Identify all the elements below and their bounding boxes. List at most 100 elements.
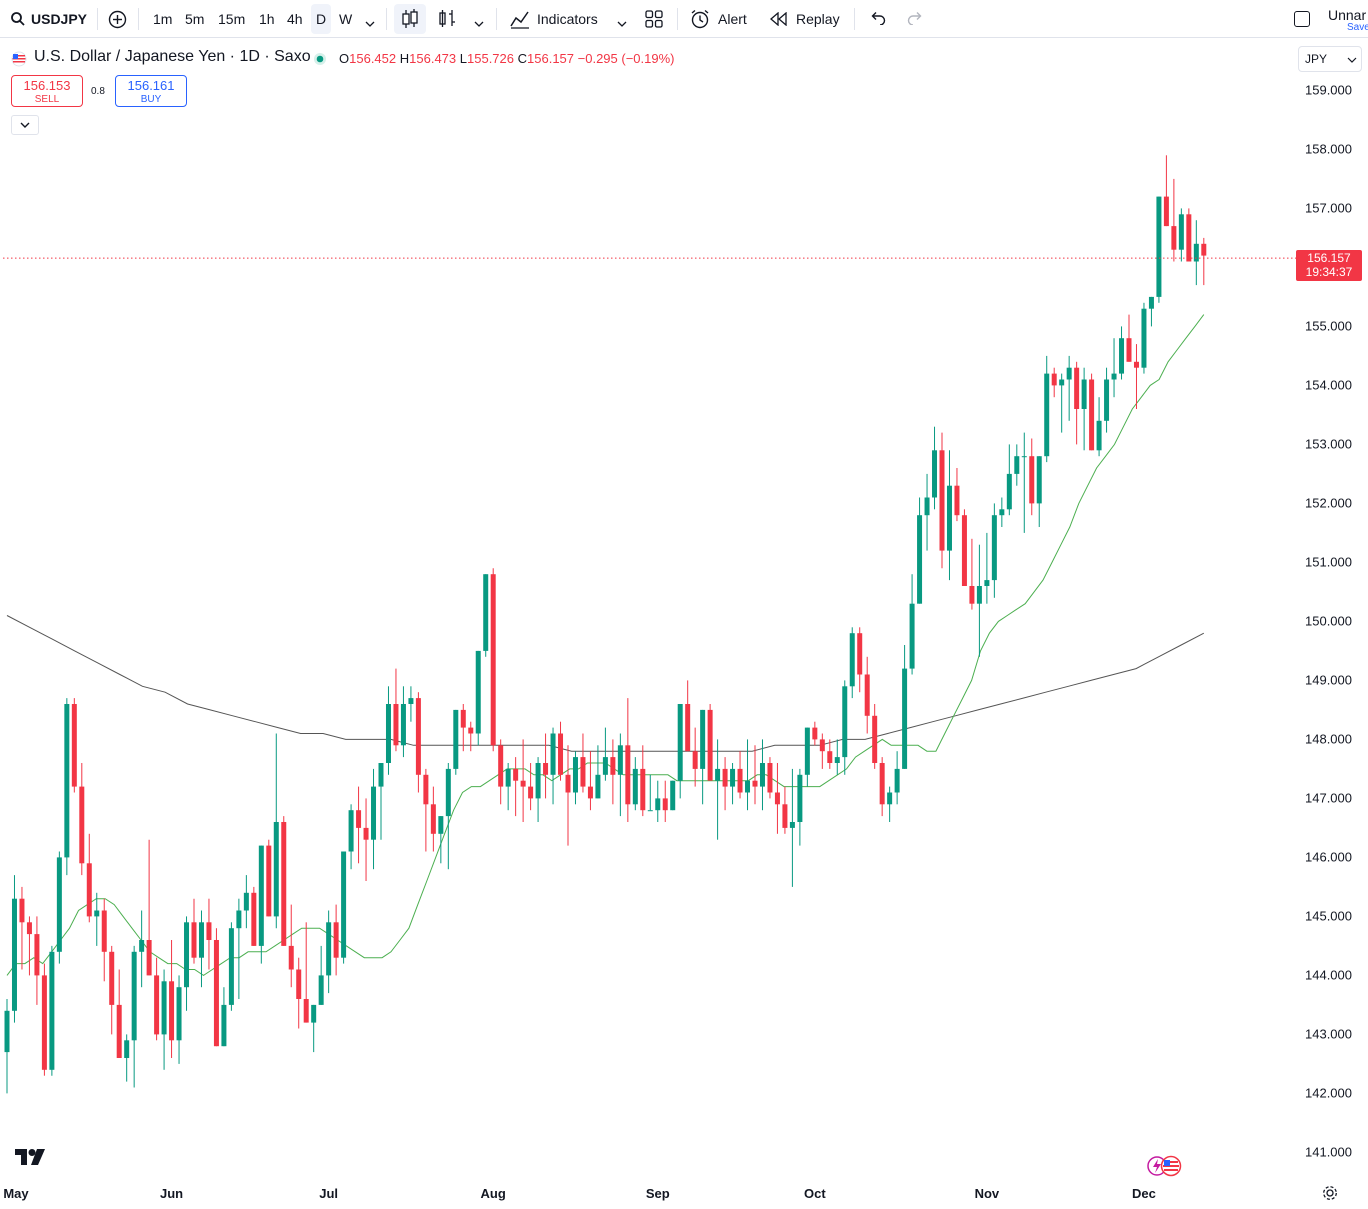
chevron-down-icon[interactable]	[474, 15, 484, 33]
symbol-search-button[interactable]: USDJPY	[31, 11, 88, 27]
candle-body	[1081, 379, 1087, 409]
candle-body	[849, 633, 855, 687]
candle	[498, 739, 504, 805]
replay-button[interactable]: Replay	[796, 11, 840, 27]
candle	[94, 892, 100, 946]
candle-body	[812, 727, 818, 740]
indicators-button[interactable]: Indicators	[537, 11, 598, 27]
ohlc-values: O156.452 H156.473 L155.726 C156.157 −0.2…	[339, 51, 675, 66]
candle	[789, 768, 795, 887]
candle	[49, 945, 55, 1076]
candle-body	[879, 763, 885, 805]
candle-body	[1059, 379, 1065, 386]
candle-body	[221, 1004, 227, 1047]
candle-body	[423, 774, 429, 805]
bar-chart-type-icon[interactable]	[437, 8, 459, 35]
candle-body	[1119, 338, 1125, 374]
candle-body	[1193, 243, 1199, 262]
timeframe-1m[interactable]: 1m	[153, 11, 173, 27]
replay-icon[interactable]	[770, 11, 788, 31]
settings-gear-icon[interactable]	[1322, 1185, 1338, 1206]
candle	[879, 757, 885, 817]
candle-body	[1066, 367, 1072, 380]
candle-body	[572, 757, 578, 793]
candle	[1156, 196, 1162, 303]
timeframe-15m[interactable]: 15m	[218, 11, 246, 27]
economic-events-icon[interactable]	[1146, 1155, 1192, 1184]
candle	[176, 975, 182, 1064]
candle-body	[1133, 361, 1139, 368]
candle-body	[782, 804, 788, 828]
layout-name[interactable]: Unnar	[1328, 7, 1367, 23]
chevron-down-icon[interactable]	[365, 15, 375, 33]
candle-body	[453, 709, 459, 769]
alert-button[interactable]: Alert	[718, 11, 747, 27]
candle-body	[961, 515, 967, 586]
sell-button[interactable]: 156.153 SELL	[11, 75, 83, 107]
indicators-icon[interactable]	[509, 9, 531, 34]
candle	[184, 916, 190, 1011]
candle-body	[303, 999, 309, 1023]
timeframe-1d[interactable]: D	[311, 4, 332, 34]
y-tick-label: 144.000	[1305, 967, 1352, 982]
add-symbol-icon[interactable]	[108, 10, 127, 34]
candle-body	[887, 792, 893, 805]
candle-body	[1104, 379, 1110, 421]
candle	[423, 768, 429, 852]
candle	[430, 786, 436, 852]
candle-body	[430, 804, 436, 834]
candle-body	[565, 774, 571, 793]
candle-body	[1141, 308, 1147, 368]
low-value: 155.726	[467, 51, 514, 66]
candle	[288, 904, 294, 988]
timeframe-1h[interactable]: 1h	[259, 11, 275, 27]
candle-body	[34, 934, 40, 976]
candle-body	[595, 774, 601, 799]
layouts-grid-icon[interactable]	[645, 10, 663, 33]
candle	[1014, 444, 1020, 486]
candle-body	[752, 780, 758, 787]
candle-body	[902, 668, 908, 769]
symbol-title[interactable]: U.S. Dollar / Japanese Yen · 1D · Saxo	[34, 48, 311, 65]
candle-body	[288, 945, 294, 970]
candle-body	[670, 780, 676, 811]
candle-body	[213, 940, 219, 1047]
candle	[311, 1004, 317, 1053]
redo-icon[interactable]	[906, 11, 924, 30]
candle-body	[1111, 373, 1117, 380]
candle-body	[460, 709, 466, 728]
tradingview-logo-icon[interactable]	[15, 1149, 47, 1172]
undo-icon[interactable]	[869, 11, 887, 30]
timeframe-1w[interactable]: W	[339, 11, 353, 27]
candle-body	[999, 509, 1005, 516]
search-icon[interactable]	[10, 11, 26, 32]
y-tick-label: 142.000	[1305, 1085, 1352, 1100]
divider	[138, 8, 139, 30]
candle-body	[348, 810, 354, 852]
y-tick-label: 155.000	[1305, 318, 1352, 333]
fullscreen-checkbox-icon[interactable]	[1294, 11, 1310, 27]
moving-averages	[6, 314, 1205, 976]
candle	[939, 432, 945, 569]
candle-body	[558, 733, 564, 775]
candle-body	[400, 704, 406, 746]
candle	[924, 473, 930, 551]
candle-body	[969, 586, 975, 604]
currency-select[interactable]: JPY	[1298, 46, 1362, 72]
timeframe-5m[interactable]: 5m	[185, 11, 205, 27]
candle-body	[700, 709, 706, 769]
candles-chart-type-icon[interactable]	[394, 4, 426, 34]
candle	[341, 851, 347, 964]
candle	[572, 751, 578, 805]
candle-body	[363, 827, 369, 840]
divider	[97, 8, 98, 30]
candle-body	[228, 928, 234, 1005]
buy-button[interactable]: 156.161 BUY	[115, 75, 187, 107]
alert-clock-icon[interactable]	[690, 9, 710, 34]
candle-body	[86, 863, 92, 917]
legend-collapse-button[interactable]	[11, 115, 39, 135]
timeframe-4h[interactable]: 4h	[287, 11, 303, 27]
candle-body	[1171, 226, 1177, 250]
chevron-down-icon[interactable]	[617, 15, 627, 33]
